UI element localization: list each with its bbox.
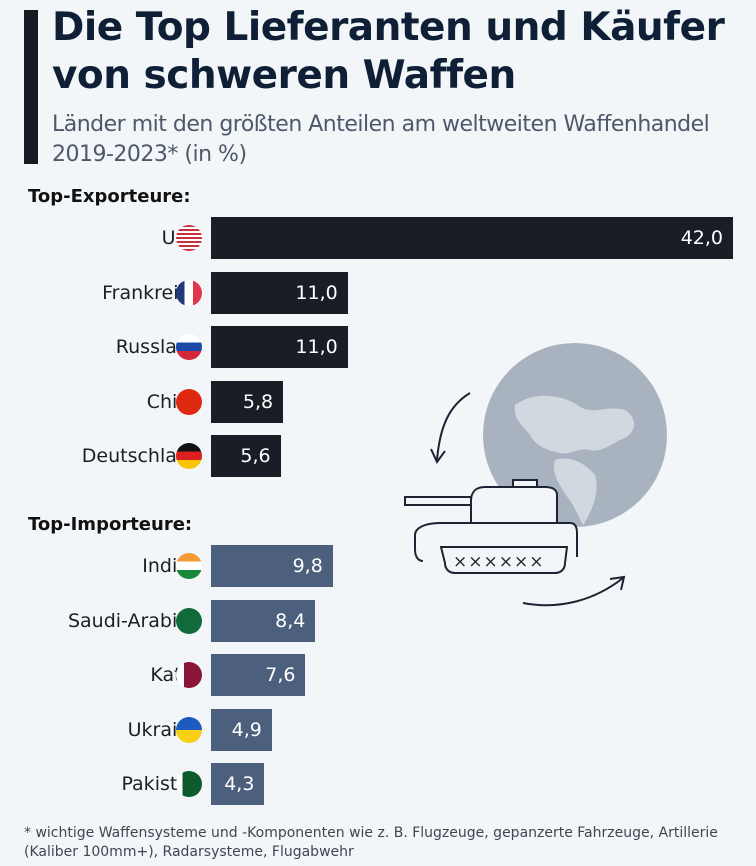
data-label: 5,8 (242, 390, 274, 413)
page-title: Die Top Lieferanten und Käufer von schwe… (52, 5, 725, 98)
data-label: 4,9 (231, 718, 262, 741)
qa-flag-icon (176, 662, 202, 689)
in-flag-icon (176, 553, 202, 579)
bar-row: Katar7,6 (0, 654, 756, 697)
arrow-up-icon (522, 577, 624, 607)
bar: 4,3 (211, 763, 265, 806)
category-label: Saudi-Arabien (67, 609, 201, 632)
bar-row: Frankreich 11,0 (0, 271, 756, 314)
bar-row: Deutschland 5,6 (0, 435, 756, 478)
footnote: * wichtige Waffensysteme und -Komponente… (24, 825, 718, 860)
arrow-down-icon (436, 392, 471, 461)
section-exporters-heading: Top-Exporteure: (28, 186, 191, 207)
bar-row: Russland 11,0 (0, 326, 756, 369)
bar-row: Saudi-Arabien 8,4 (0, 599, 756, 642)
tank-globe-illustration: ×××××× (404, 343, 667, 607)
bar: 11,0 (211, 271, 348, 314)
svg-text:××××××: ×××××× (453, 552, 544, 572)
bar-row: China 5,8 (0, 380, 756, 423)
data-label: 11,0 (295, 281, 338, 304)
bar-row: Indien 9,8 (0, 545, 756, 587)
ua-flag-icon (176, 716, 202, 743)
bar: 7,6 (211, 654, 306, 697)
title-accent-bar (24, 10, 38, 164)
data-label: 9,8 (292, 555, 323, 577)
data-label: 4,3 (224, 773, 255, 796)
section-importers-heading: Top-Importeure: (28, 514, 193, 535)
us-flag-icon (176, 225, 202, 251)
data-label: 8,4 (275, 609, 306, 632)
bar: 5,8 (211, 380, 284, 423)
bar-row: Ukraine 4,9 (0, 708, 756, 751)
bar: 42,0 (211, 217, 733, 259)
bar: 11,0 (211, 326, 348, 369)
ru-flag-icon (176, 334, 202, 361)
bar: 5,6 (211, 435, 281, 478)
category-label: Deutschland (81, 445, 201, 468)
bar: 9,8 (211, 545, 333, 587)
de-flag-icon (176, 443, 202, 470)
data-label: 42,0 (680, 227, 723, 249)
bar-row: USA42,0 (0, 217, 756, 259)
data-label: 7,6 (265, 664, 296, 687)
pk-flag-icon (176, 771, 202, 798)
data-label: 11,0 (295, 336, 338, 359)
bar: 8,4 (211, 599, 316, 642)
cn-flag-icon (176, 388, 202, 415)
fr-flag-icon (176, 279, 202, 306)
bar: 4,9 (211, 708, 272, 751)
bar-row: Pakistan 4,3 (0, 763, 756, 806)
data-label: 5,6 (240, 445, 271, 468)
sa-flag-icon (176, 607, 202, 634)
tank-icon: ×××××× (404, 479, 578, 574)
page-subtitle: Länder mit den größten Anteilen am weltw… (52, 112, 710, 167)
